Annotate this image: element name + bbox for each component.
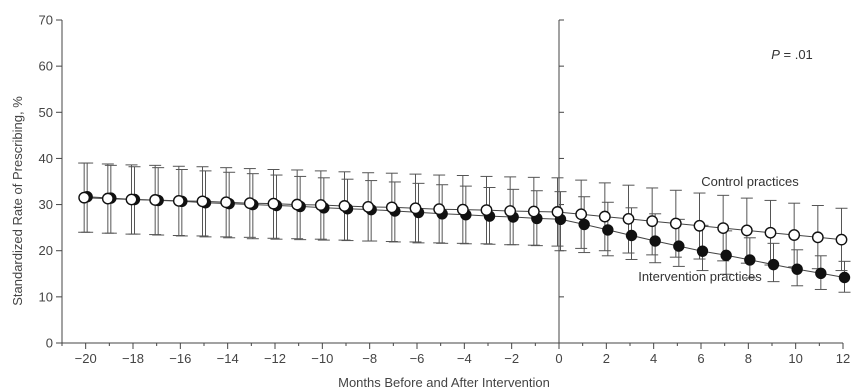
intervention-point <box>649 235 661 247</box>
intervention-point <box>673 240 685 252</box>
x-tick-label: −20 <box>75 351 97 366</box>
x-tick-label: −14 <box>217 351 239 366</box>
control-point <box>149 194 162 206</box>
control-point <box>504 205 517 217</box>
x-tick-label: 8 <box>745 351 752 366</box>
intervention-point <box>602 224 614 236</box>
intervention-point <box>625 229 638 242</box>
control-point <box>622 212 635 225</box>
control-point <box>409 202 422 215</box>
x-tick-label: −2 <box>504 351 519 366</box>
chart-annotations: P = .01 Control practices Intervention p… <box>638 47 813 284</box>
p-value-annotation: P = .01 <box>771 47 813 62</box>
control-point <box>267 197 280 210</box>
intervention-point <box>696 245 709 257</box>
control-point <box>717 222 730 235</box>
control-point <box>669 217 682 230</box>
x-tick-label: −10 <box>311 351 333 366</box>
y-tick-label: 60 <box>39 59 53 74</box>
y-tick-label: 30 <box>39 197 53 212</box>
y-tick-label: 70 <box>39 13 53 28</box>
control-point <box>125 193 138 206</box>
intervention-point <box>838 271 851 284</box>
x-tick-label: 6 <box>697 351 704 366</box>
intervention-point <box>815 267 827 280</box>
data-points <box>78 191 851 284</box>
control-point <box>575 208 588 221</box>
control-point <box>835 233 848 246</box>
control-practices-label: Control practices <box>701 174 799 189</box>
x-tick-label: −4 <box>457 351 472 366</box>
control-point <box>220 196 233 209</box>
intervention-practices-label: Intervention practices <box>638 269 762 284</box>
y-tick-label: 10 <box>39 289 53 304</box>
control-point <box>811 231 824 244</box>
x-tick-label: 0 <box>555 351 562 366</box>
x-axis-title: Months Before and After Intervention <box>338 375 550 390</box>
control-point <box>291 198 304 211</box>
x-tick-label: 12 <box>836 351 850 366</box>
control-point <box>480 204 493 217</box>
intervention-point <box>791 263 803 275</box>
control-point <box>78 191 91 204</box>
y-tick-label: 50 <box>39 105 53 120</box>
y-tick-label: 40 <box>39 151 53 166</box>
control-point <box>693 219 706 232</box>
control-point <box>172 194 185 207</box>
control-point <box>551 206 564 218</box>
x-tick-label: 4 <box>650 351 657 366</box>
intervention-point <box>744 254 756 266</box>
control-point <box>362 200 375 213</box>
control-point <box>646 215 659 228</box>
control-point <box>527 205 540 218</box>
control-point <box>196 195 209 208</box>
control-point <box>433 203 446 216</box>
y-axis-title: Standardized Rate of Prescribing, % <box>10 96 25 306</box>
x-tick-label: 10 <box>788 351 802 366</box>
intervention-point <box>578 218 590 231</box>
intervention-point <box>720 249 732 262</box>
control-point <box>385 201 398 214</box>
control-point <box>788 229 801 241</box>
x-tick-label: −16 <box>169 351 191 366</box>
p-value-text: = .01 <box>780 47 813 62</box>
control-point <box>740 224 753 237</box>
x-tick-label: −18 <box>122 351 144 366</box>
control-point <box>314 199 327 211</box>
x-tick-label: −8 <box>362 351 377 366</box>
control-point <box>456 203 469 216</box>
control-point <box>598 210 611 223</box>
control-point <box>764 226 777 239</box>
intervention-point <box>767 258 780 271</box>
x-tick-label: −6 <box>410 351 425 366</box>
y-tick-label: 20 <box>39 243 53 258</box>
y-tick-label: 0 <box>46 336 53 351</box>
control-point <box>101 192 114 205</box>
p-value-prefix: P <box>771 47 780 62</box>
x-tick-label: −12 <box>264 351 286 366</box>
x-tick-label: 2 <box>603 351 610 366</box>
control-point <box>243 197 256 210</box>
control-point <box>338 200 351 212</box>
